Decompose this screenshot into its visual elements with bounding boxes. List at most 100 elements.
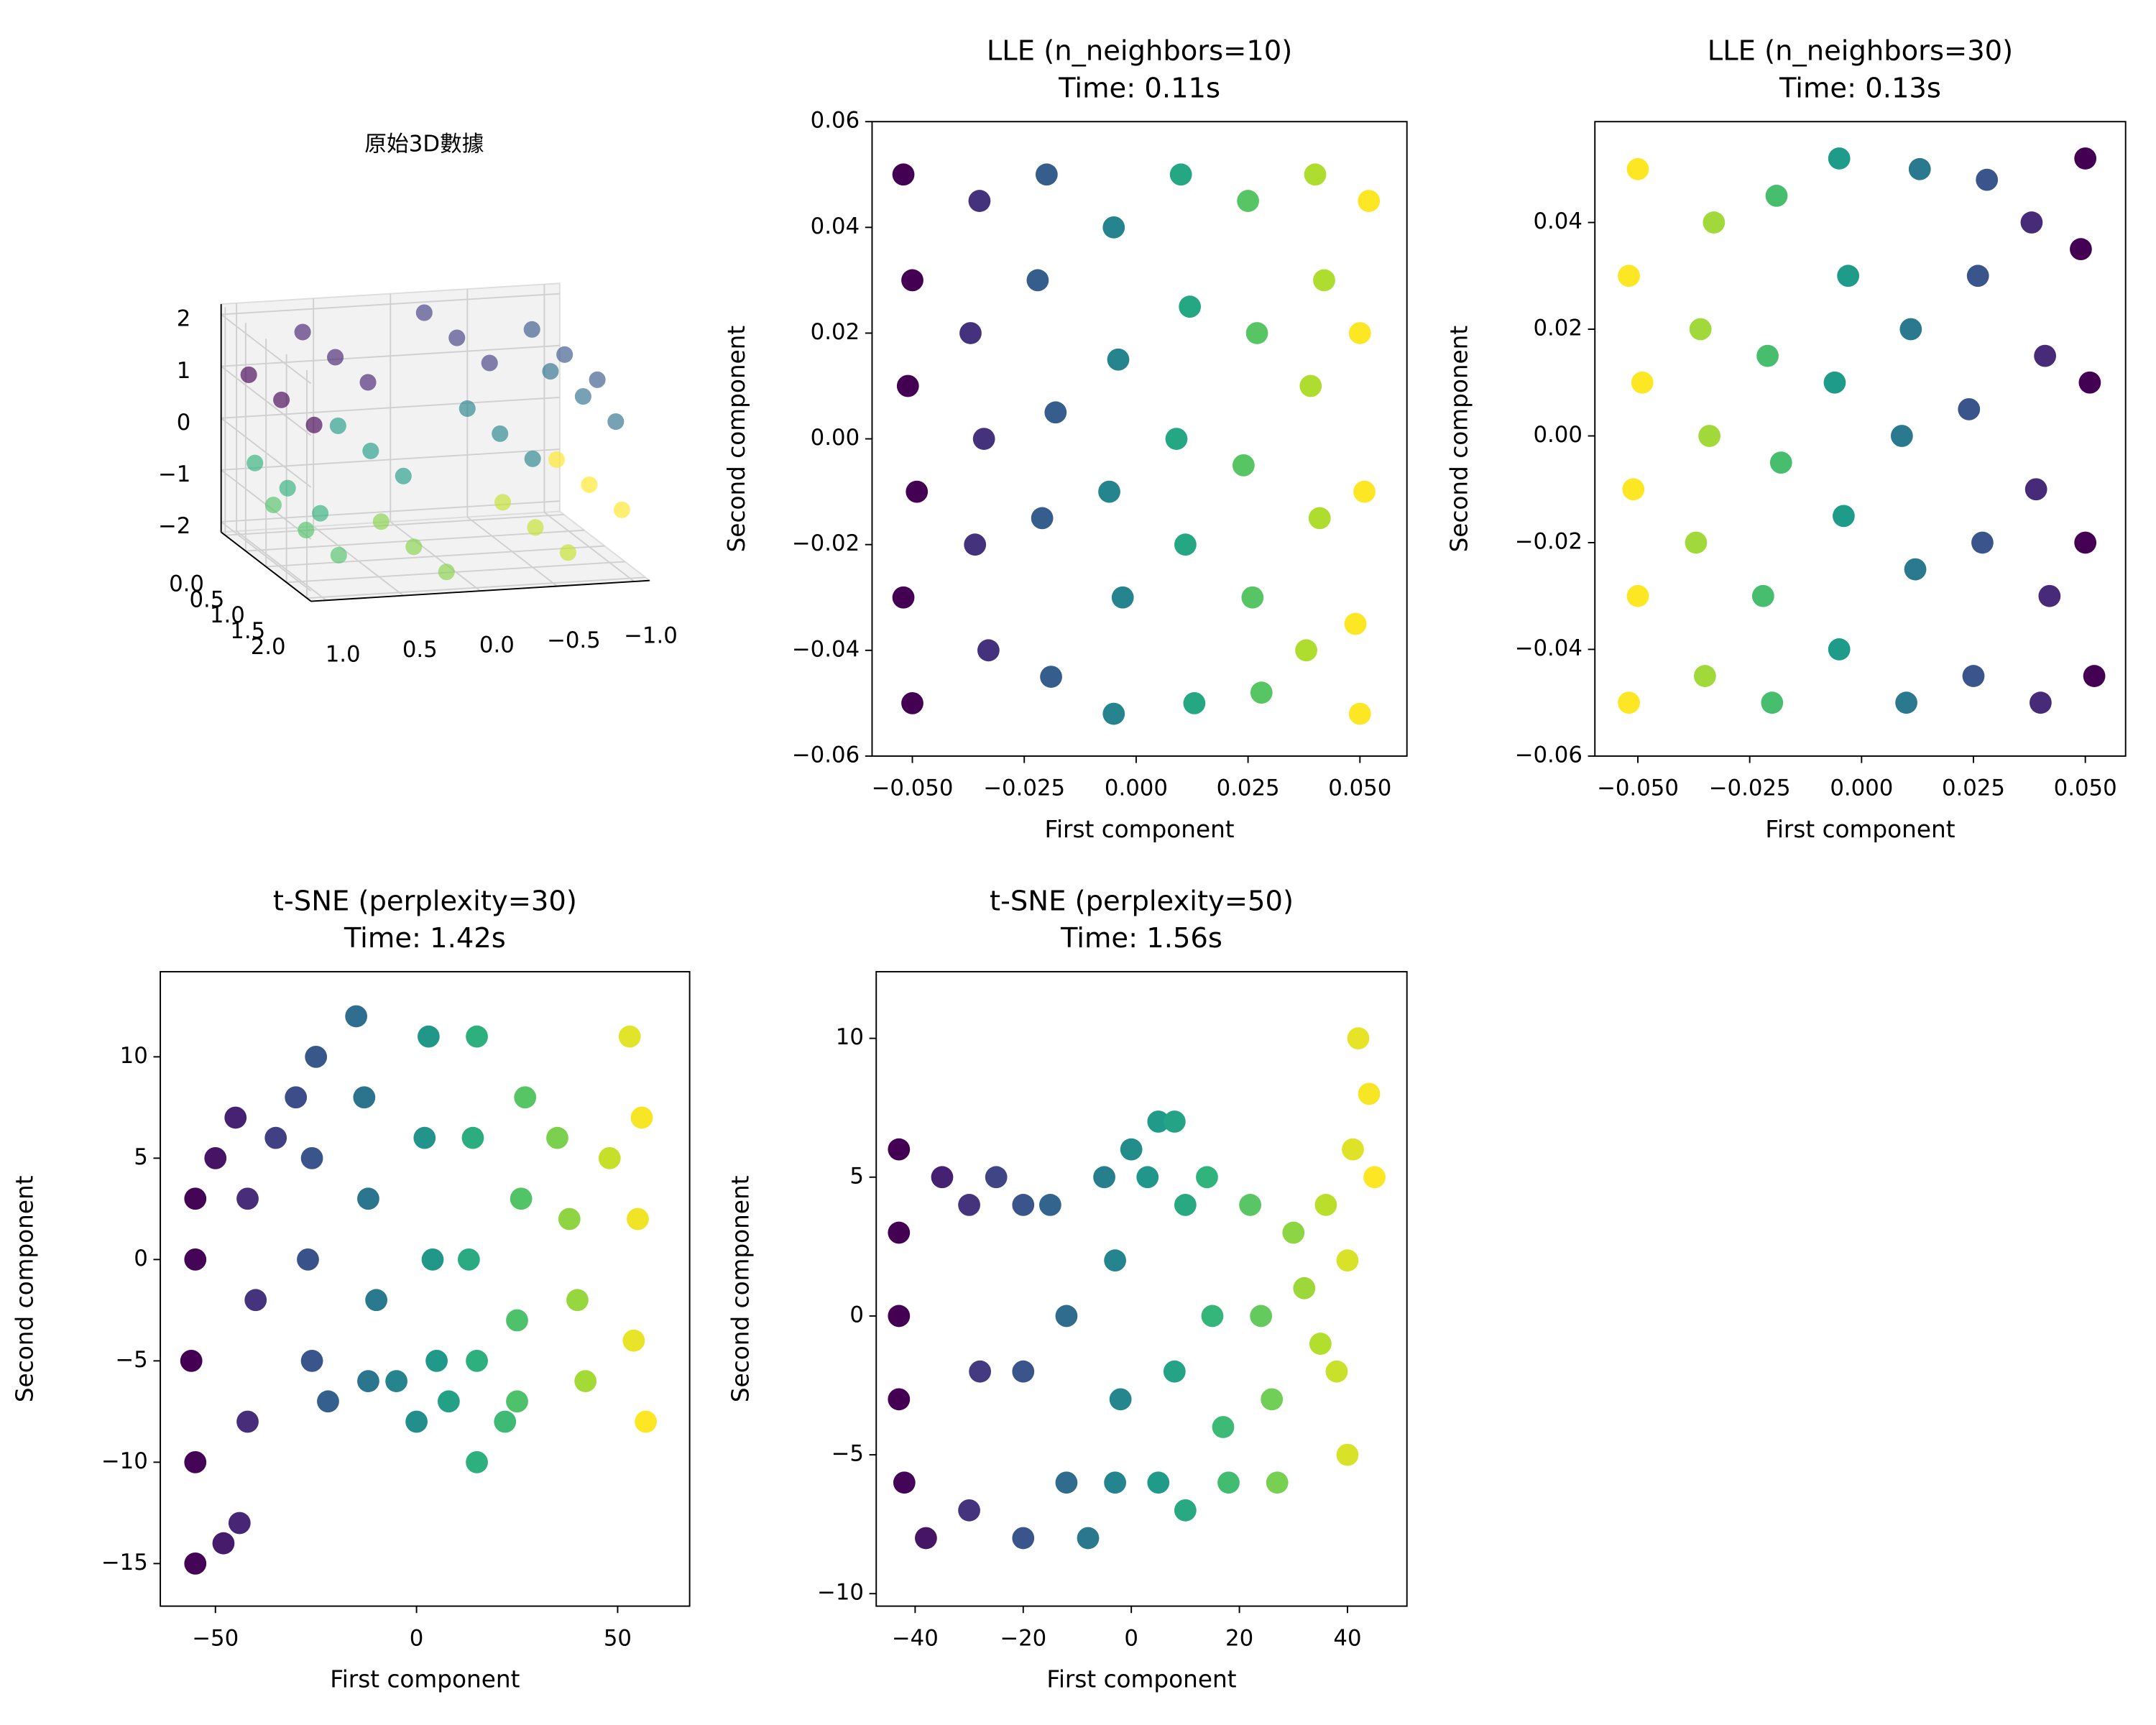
x-tick-label: −0.050	[872, 776, 954, 801]
y-tick-label: 0.00	[811, 425, 860, 451]
point	[395, 467, 412, 484]
point	[264, 496, 282, 514]
point	[1698, 425, 1721, 447]
point	[2074, 147, 2097, 170]
point	[1618, 264, 1640, 288]
point	[1217, 1471, 1240, 1494]
point	[506, 1390, 528, 1413]
point	[558, 1208, 581, 1230]
y-tick-label: −5	[831, 1441, 864, 1467]
y-tick-label: −0.04	[1515, 635, 1583, 661]
point	[298, 521, 315, 538]
point	[184, 1248, 207, 1271]
point	[425, 1349, 448, 1372]
x-tick-label: −20	[1000, 1625, 1046, 1651]
x-tick-label: −0.025	[1709, 776, 1791, 801]
point	[1313, 269, 1335, 292]
point	[1241, 586, 1264, 609]
point	[305, 416, 323, 433]
point	[2020, 211, 2043, 234]
point	[901, 691, 923, 714]
x-tick-label: 0.025	[1217, 776, 1280, 801]
point	[405, 1410, 428, 1433]
y-tick-label: 0	[849, 1302, 864, 1328]
point	[901, 269, 923, 292]
y-tick-label: 0.06	[811, 108, 860, 134]
x-tick-label: 0	[1124, 1625, 1138, 1651]
point	[1325, 1360, 1348, 1383]
point	[527, 519, 544, 536]
point	[1102, 702, 1125, 725]
point	[1348, 322, 1371, 344]
grid-line	[543, 512, 635, 582]
chart-title: 原始3D數據	[364, 131, 484, 157]
point	[574, 1370, 597, 1392]
point	[2083, 665, 2106, 687]
chart-subtitle: Time: 0.13s	[1779, 73, 1941, 105]
point	[892, 163, 915, 186]
y-tick-label: 0.02	[811, 319, 860, 345]
y-tick-label: 5	[849, 1163, 864, 1189]
point	[1685, 531, 1708, 554]
y-tick-label: 1.0	[210, 602, 245, 628]
point	[1035, 163, 1058, 186]
point	[959, 322, 982, 344]
point	[417, 1025, 440, 1048]
point	[958, 1499, 980, 1522]
point	[1966, 264, 1989, 288]
point	[247, 454, 264, 472]
x-tick-label: 0.000	[1105, 776, 1168, 801]
point	[1314, 1194, 1337, 1216]
plot-frame	[1594, 121, 2127, 757]
plot-frame	[871, 121, 1408, 757]
y-tick-label: 2.0	[251, 634, 286, 660]
y-tick-label: 0.04	[1533, 208, 1582, 234]
y-tick-label: −0.02	[792, 530, 860, 556]
x-tick-label: −0.050	[1597, 776, 1679, 801]
x-axis-label: First component	[1045, 816, 1235, 843]
point	[1026, 269, 1049, 292]
point	[1109, 1388, 1132, 1411]
point	[1098, 480, 1120, 503]
point	[330, 546, 347, 564]
point	[236, 1187, 259, 1210]
point	[1250, 1305, 1273, 1328]
point	[264, 1126, 287, 1149]
y-tick-label: 10	[836, 1024, 864, 1050]
point	[279, 479, 296, 497]
point	[1293, 1276, 1316, 1300]
point	[1104, 1249, 1126, 1272]
point	[893, 1471, 916, 1494]
point	[1336, 1249, 1359, 1272]
point	[294, 323, 311, 341]
grid-line	[466, 516, 558, 587]
point	[1828, 147, 1851, 170]
point	[385, 1370, 407, 1392]
y-tick-label: 10	[120, 1043, 148, 1069]
point	[1631, 371, 1654, 394]
point	[958, 1194, 980, 1216]
point	[184, 1187, 207, 1210]
point	[1751, 584, 1774, 607]
point	[1163, 1360, 1186, 1383]
point	[1012, 1360, 1035, 1383]
point	[1077, 1527, 1100, 1550]
point	[888, 1305, 911, 1328]
y-tick-label: −10	[101, 1448, 148, 1474]
y-tick-label: −5	[115, 1347, 147, 1373]
point	[494, 1410, 517, 1433]
point	[317, 1390, 339, 1413]
point	[972, 428, 995, 450]
point	[300, 1349, 323, 1372]
point	[888, 1221, 911, 1244]
point	[2030, 691, 2052, 714]
y-axis-label: Second component	[723, 326, 750, 553]
point	[1107, 348, 1130, 371]
point	[1031, 507, 1054, 530]
x-tick-label: 1.0	[326, 642, 361, 668]
y-tick-label: −0.04	[792, 636, 860, 662]
point	[297, 1248, 319, 1271]
point	[236, 1410, 259, 1433]
x-tick-label: −1.0	[624, 622, 678, 648]
point	[1169, 163, 1192, 186]
